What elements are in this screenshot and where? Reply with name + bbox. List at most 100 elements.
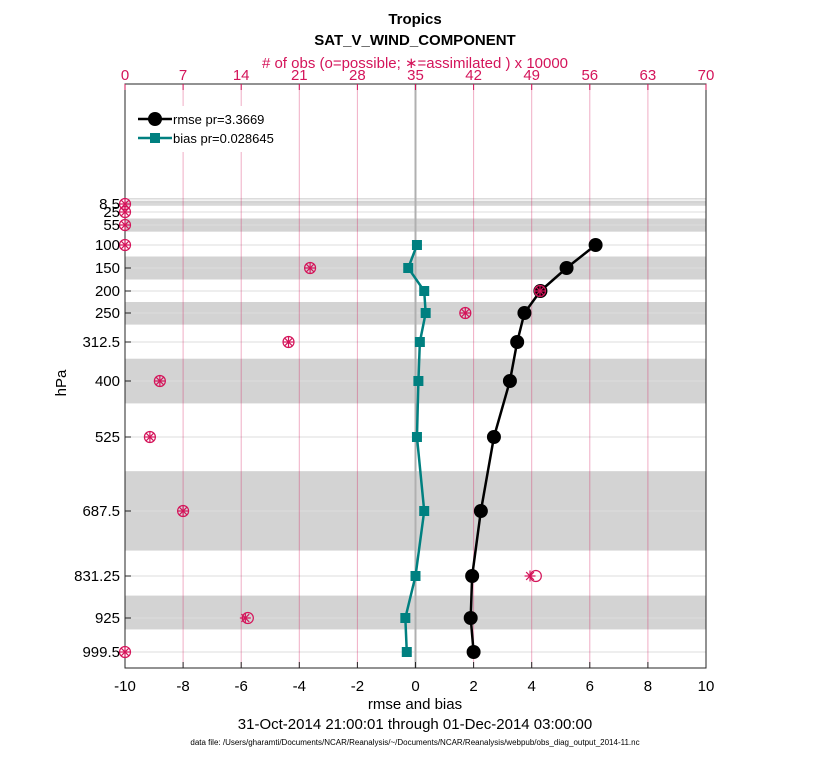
y-tick-label: 687.5 xyxy=(82,503,120,520)
obs-assimilated-marker xyxy=(119,206,131,218)
y-tick-label: 525 xyxy=(95,429,120,446)
plot-area xyxy=(118,83,707,669)
rmse-marker xyxy=(517,306,532,320)
rmse-marker xyxy=(588,238,603,252)
asterisk-stroke xyxy=(241,613,250,623)
top-tick-label: 21 xyxy=(291,67,308,84)
x-tick-labels: -10 -8 -6 -4 -2 0 2 4 6 8 10 xyxy=(114,678,714,695)
chart-subtitle: SAT_V_WIND_COMPONENT xyxy=(314,32,515,49)
bias-marker xyxy=(419,286,430,296)
x-tick-label: -2 xyxy=(351,678,364,695)
asterisk-stroke xyxy=(460,308,470,318)
x-tick-label: -10 xyxy=(114,678,136,695)
y-tick-label: 150 xyxy=(95,260,120,277)
top-axis-label: # of obs (o=possible; ∗=assimilated ) x … xyxy=(262,55,568,72)
legend-rmse-marker xyxy=(148,112,162,126)
asterisk-stroke xyxy=(155,376,165,386)
obs-assimilated-marker xyxy=(524,570,536,582)
legend-bias-label: bias pr=0.028645 xyxy=(173,131,274,146)
top-tick-label: 28 xyxy=(349,67,366,84)
obs-assimilated-marker xyxy=(239,612,251,624)
x-tick-label: -4 xyxy=(293,678,306,695)
rmse-marker xyxy=(473,504,488,518)
y-axis-label: hPa xyxy=(53,369,70,396)
rmse-marker xyxy=(466,645,481,659)
obs-assimilated-marker xyxy=(119,219,131,231)
obs-assimilated-marker xyxy=(534,285,546,297)
legend-rmse-label: rmse pr=3.3669 xyxy=(173,112,264,127)
x-tick-label: 6 xyxy=(586,678,594,695)
asterisk-stroke xyxy=(120,207,130,217)
y-tick-label: 400 xyxy=(95,373,120,390)
bias-marker xyxy=(403,263,414,273)
y-tick-label: 250 xyxy=(95,305,120,322)
asterisk-stroke xyxy=(120,220,130,230)
chart-title: Tropics xyxy=(388,11,441,28)
bias-marker xyxy=(411,240,422,250)
asterisk-stroke xyxy=(525,571,535,581)
y-tick-label: 200 xyxy=(95,283,120,300)
rmse-marker xyxy=(486,430,501,444)
asterisk-stroke xyxy=(284,337,293,347)
asterisk-stroke xyxy=(120,647,130,657)
legend: rmse pr=3.3669 bias pr=0.028645 xyxy=(132,106,292,152)
obs-assimilated-marker xyxy=(177,505,189,517)
obs-assimilated-marker xyxy=(283,336,295,348)
asterisk-stroke xyxy=(535,286,545,296)
y-tick-label: 55 xyxy=(103,217,120,234)
legend-bias-marker xyxy=(150,133,160,143)
date-range: 31-Oct-2014 21:00:01 through 01-Dec-2014… xyxy=(238,716,592,733)
bias-marker xyxy=(410,571,421,581)
x-tick-label: -6 xyxy=(235,678,248,695)
top-tick-label: 14 xyxy=(233,67,250,84)
rmse-marker xyxy=(502,374,517,388)
top-tick-label: 0 xyxy=(121,67,129,84)
x-tick-label: 0 xyxy=(411,678,419,695)
obs-assimilated-marker xyxy=(459,307,471,319)
top-tick-label: 70 xyxy=(698,67,715,84)
bias-marker xyxy=(413,376,424,386)
rmse-marker xyxy=(465,569,480,583)
top-tick-labels: 0 7 14 21 28 35 42 49 56 63 70 xyxy=(121,67,715,84)
x-tick-label: 10 xyxy=(698,678,715,695)
x-tick-label: 8 xyxy=(644,678,652,695)
bias-marker xyxy=(401,647,412,657)
top-tick-label: 35 xyxy=(407,67,424,84)
asterisk-stroke xyxy=(120,199,130,209)
asterisk-stroke xyxy=(145,432,155,442)
rmse-marker xyxy=(463,611,478,625)
bias-marker xyxy=(419,506,430,516)
obs-assimilated-marker xyxy=(304,262,316,274)
top-tick-label: 56 xyxy=(581,67,598,84)
x-tick-label: 2 xyxy=(469,678,477,695)
y-tick-label: 999.5 xyxy=(82,644,120,661)
top-tick-label: 49 xyxy=(523,67,540,84)
y-tick-label: 925 xyxy=(95,610,120,627)
obs-assimilated-marker xyxy=(119,646,131,658)
top-tick-label: 63 xyxy=(640,67,657,84)
x-tick-label: 4 xyxy=(528,678,536,695)
footnote: data file: /Users/gharamti/Documents/NCA… xyxy=(190,738,639,747)
top-tick-label: 7 xyxy=(179,67,187,84)
asterisk-stroke xyxy=(305,263,315,273)
y-tick-label: 8.5 xyxy=(99,196,120,213)
asterisk-stroke xyxy=(120,240,130,250)
obs-assimilated-marker xyxy=(144,431,156,443)
y-tick-label: 25 xyxy=(103,204,120,221)
top-tick-label: 42 xyxy=(465,67,482,84)
rmse-marker xyxy=(559,261,574,275)
x-axis-label: rmse and bias xyxy=(368,696,462,713)
bias-marker xyxy=(411,432,422,442)
y-tick-label: 100 xyxy=(95,237,120,254)
x-tick-label: -8 xyxy=(176,678,189,695)
rmse-marker xyxy=(510,335,525,349)
bias-marker xyxy=(414,337,425,347)
bias-marker xyxy=(420,308,431,318)
asterisk-stroke xyxy=(178,506,188,516)
bias-marker xyxy=(400,613,411,623)
y-tick-label: 312.5 xyxy=(82,334,120,351)
obs-assimilated-marker xyxy=(154,375,166,387)
y-tick-label: 831.25 xyxy=(74,568,120,585)
